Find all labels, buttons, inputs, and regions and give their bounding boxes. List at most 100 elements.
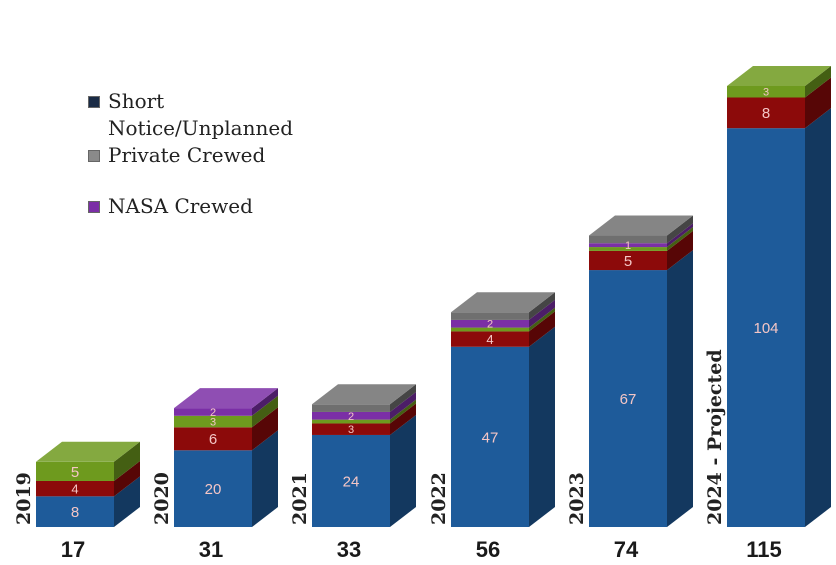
- bar-top-2024-projected: [727, 66, 831, 86]
- bar-side-2021-private-crewed: [390, 384, 416, 412]
- bar-side-2023-green: [667, 227, 693, 251]
- segment-label-2024-projected-dark-red: 8: [762, 105, 770, 122]
- bar-top-2020: [174, 388, 278, 409]
- bar-side-2021-nasa-crewed: [390, 391, 416, 420]
- segment-label-2020-short-notice: 20: [205, 481, 222, 498]
- bar-side-2024-projected-dark-red: [805, 77, 831, 129]
- bar-stack-2023: [589, 215, 693, 527]
- total-label-2024-projected: 115: [746, 537, 782, 562]
- legend-item-short-notice: Short Notice/Unplanned: [88, 88, 348, 142]
- bar-2021-nasa-crewed: [312, 411, 390, 420]
- bar-stack-2022: [451, 292, 555, 527]
- bar-side-2024-projected-short-notice: [805, 108, 831, 527]
- bar-2023-green: [589, 247, 667, 251]
- bar-2022-dark-red: [451, 331, 529, 347]
- legend-label-private-crewed: Private Crewed: [108, 143, 266, 167]
- legend: Short Notice/Unplanned Private Crewed NA…: [88, 88, 348, 220]
- bar-2024-projected-short-notice: [727, 128, 805, 527]
- bar-2021-short-notice: [312, 434, 390, 527]
- bar-2020-green: [174, 415, 252, 428]
- bar-side-2024-projected-green: [805, 66, 831, 98]
- bar-2020-dark-red: [174, 427, 252, 451]
- bar-top-2021: [312, 384, 416, 405]
- bar-stack-2020: [174, 388, 278, 527]
- bar-2024-projected-green: [727, 86, 805, 98]
- segment-label-2022-nasa-crewed: 2: [487, 319, 493, 331]
- segment-label-2022-dark-red: 4: [486, 332, 493, 347]
- bar-stack-2024-projected: [727, 66, 831, 527]
- bar-stack-2021: [312, 384, 416, 527]
- bar-side-2022-short-notice: [529, 326, 555, 527]
- segment-label-2021-short-notice: 24: [343, 473, 360, 490]
- total-label-2022: 56: [476, 537, 500, 562]
- year-label-2022: 2022: [428, 472, 450, 525]
- chart-labels: 8452019172063220203124322021334742202256…: [13, 87, 782, 562]
- segment-label-2019-short-notice: 8: [71, 504, 79, 521]
- bar-2019-dark-red: [36, 480, 114, 497]
- bar-side-2020-dark-red: [252, 407, 278, 451]
- segment-label-2020-green: 3: [210, 417, 216, 429]
- bar-2022-nasa-crewed: [451, 319, 529, 328]
- year-label-2019: 2019: [13, 472, 35, 525]
- legend-swatch-private-crewed: [88, 150, 100, 162]
- bar-2021-dark-red: [312, 423, 390, 435]
- bar-2023-dark-red: [589, 250, 667, 271]
- segment-label-2023-short-notice: 67: [620, 391, 637, 408]
- bar-side-2021-short-notice: [390, 414, 416, 527]
- bar-side-2023-nasa-crewed: [667, 223, 693, 248]
- total-label-2019: 17: [61, 537, 85, 562]
- bar-2024-projected-dark-red: [727, 97, 805, 129]
- bar-side-2022-nasa-crewed: [529, 299, 555, 328]
- bar-2023-nasa-crewed: [589, 243, 667, 248]
- year-label-2021: 2021: [289, 472, 311, 525]
- bar-2023-short-notice: [589, 270, 667, 527]
- segment-label-2023-dark-red: 5: [624, 253, 632, 270]
- bar-top-2022: [451, 292, 555, 313]
- total-label-2020: 31: [199, 537, 223, 562]
- segment-label-2021-nasa-crewed: 2: [348, 411, 354, 423]
- bar-side-2022-green: [529, 307, 555, 332]
- bar-2022-private-crewed: [451, 312, 529, 320]
- segment-label-2019-green: 5: [71, 464, 79, 481]
- bar-2019-short-notice: [36, 496, 114, 527]
- segment-label-2020-dark-red: 6: [209, 431, 217, 448]
- bar-2019-green: [36, 461, 114, 481]
- bar-side-2019-green: [114, 441, 140, 481]
- legend-item-nasa-crewed: NASA Crewed: [88, 193, 348, 220]
- bar-2022-short-notice: [451, 346, 529, 527]
- segment-label-2019-dark-red: 4: [71, 481, 78, 496]
- bar-side-2019-dark-red: [114, 460, 140, 497]
- bar-top-2023: [589, 215, 693, 236]
- bar-2020-short-notice: [174, 450, 252, 527]
- total-label-2021: 33: [337, 537, 361, 562]
- bar-2021-green: [312, 419, 390, 424]
- bar-side-2022-dark-red: [529, 311, 555, 347]
- legend-swatch-nasa-crewed: [88, 201, 100, 213]
- total-label-2023: 74: [614, 537, 639, 562]
- bar-side-2020-green: [252, 395, 278, 428]
- bar-side-2023-short-notice: [667, 250, 693, 527]
- bar-2023-private-crewed: [589, 235, 667, 244]
- bar-side-2022-private-crewed: [529, 292, 555, 320]
- bar-side-2020-short-notice: [252, 430, 278, 527]
- bar-2021-private-crewed: [312, 404, 390, 412]
- year-label-2024-projected: 2024 - Projected: [704, 349, 726, 525]
- legend-item-private-crewed: Private Crewed: [88, 142, 348, 169]
- year-label-2023: 2023: [566, 472, 588, 525]
- bar-side-2023-private-crewed: [667, 215, 693, 244]
- bar-side-2021-green: [390, 399, 416, 424]
- bar-stack-2019: [36, 441, 140, 527]
- bar-side-2023-dark-red: [667, 230, 693, 271]
- segment-label-2022-short-notice: 47: [482, 429, 499, 446]
- segment-label-2024-projected-green: 3: [763, 87, 769, 99]
- bar-stacks: [36, 66, 831, 527]
- segment-label-2024-projected-short-notice: 104: [753, 320, 778, 337]
- segment-label-2021-dark-red: 3: [348, 424, 354, 436]
- bar-side-2020-nasa-crewed: [252, 388, 278, 416]
- legend-label-nasa-crewed: NASA Crewed: [108, 194, 253, 218]
- bar-side-2021-dark-red: [390, 403, 416, 435]
- bar-side-2019-short-notice: [114, 476, 140, 527]
- legend-swatch-short-notice: [88, 96, 100, 108]
- bar-2020-nasa-crewed: [174, 408, 252, 416]
